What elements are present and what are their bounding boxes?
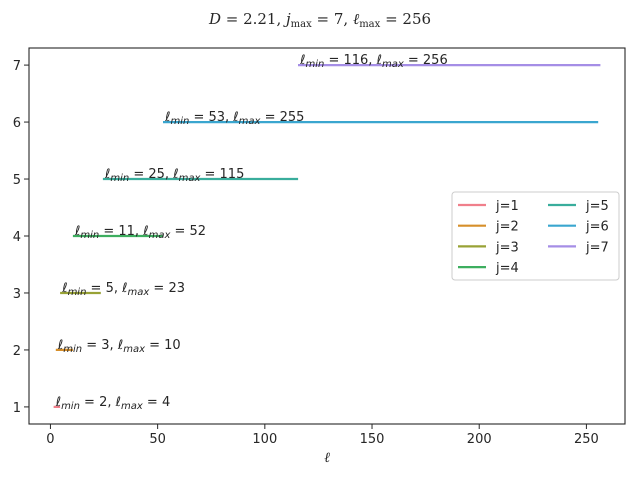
y-tick-label: 6 xyxy=(13,116,21,131)
plot-area xyxy=(53,63,601,408)
x-tick-label: 50 xyxy=(149,432,166,447)
axes: 0 50 100 150 200 250 1 2 3 4 5 6 7 xyxy=(13,47,626,447)
x-tick-label: 200 xyxy=(467,432,492,447)
legend-label-j=7: j=7 xyxy=(585,240,609,255)
annotations: ℓmin = 2, ℓmax = 4 ℓmin = 3, ℓmax = 10 ℓmi… xyxy=(55,53,448,412)
legend-label-j=4: j=4 xyxy=(495,261,519,276)
annotation-j=6: ℓmin = 53, ℓmax = 255 xyxy=(164,110,304,127)
legend: j=1 j=2 j=3 j=4 j=5 j=6 j=7 xyxy=(451,191,620,281)
x-axis-label: ℓ xyxy=(324,450,330,466)
x-tick-label: 150 xyxy=(360,432,385,447)
chart-title: D = 2.21, jmax = 7, ℓmax = 256 xyxy=(208,10,431,30)
legend-label-j=3: j=3 xyxy=(495,240,519,255)
y-tick-label: 5 xyxy=(13,173,21,188)
y-tick-label: 2 xyxy=(13,344,21,359)
annotation-j=7: ℓmin = 116, ℓmax = 256 xyxy=(299,53,448,70)
legend-box xyxy=(451,191,620,281)
legend-label-j=1: j=1 xyxy=(495,199,519,214)
legend-label-j=2: j=2 xyxy=(495,220,519,235)
x-tick-label: 250 xyxy=(574,432,599,447)
legend-label-j=5: j=5 xyxy=(585,199,609,214)
x-tick-label: 0 xyxy=(46,432,54,447)
y-tick-label: 7 xyxy=(13,59,21,74)
y-tick-label: 1 xyxy=(13,401,21,416)
annotation-j=1: ℓmin = 2, ℓmax = 4 xyxy=(55,395,171,412)
x-tick-label: 100 xyxy=(252,432,277,447)
y-tick-label: 4 xyxy=(13,230,21,245)
annotation-j=2: ℓmin = 3, ℓmax = 10 xyxy=(57,338,181,355)
annotation-j=4: ℓmin = 11, ℓmax = 52 xyxy=(74,224,206,241)
annotation-j=5: ℓmin = 25, ℓmax = 115 xyxy=(104,167,244,184)
legend-label-j=6: j=6 xyxy=(585,220,609,235)
y-tick-label: 3 xyxy=(13,287,21,302)
annotation-j=3: ℓmin = 5, ℓmax = 23 xyxy=(61,281,185,298)
